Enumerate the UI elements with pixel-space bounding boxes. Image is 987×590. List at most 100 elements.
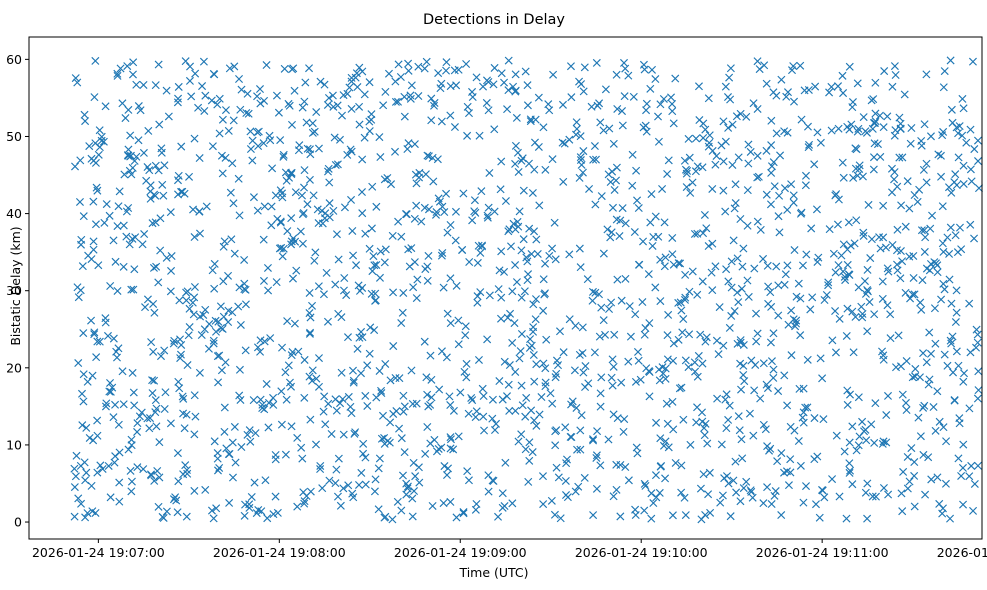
data-point-x-marker — [217, 151, 226, 160]
data-point-x-marker — [843, 260, 852, 269]
data-point-x-marker — [939, 247, 948, 256]
data-point-x-marker — [167, 252, 176, 261]
data-point-x-marker — [818, 486, 827, 495]
data-point-x-marker — [504, 227, 513, 236]
data-point-x-marker — [636, 375, 645, 384]
data-point-x-marker — [772, 262, 781, 271]
data-point-x-marker — [973, 338, 982, 347]
data-point-x-marker — [470, 207, 479, 216]
data-point-x-marker — [105, 387, 114, 396]
data-point-x-marker — [721, 137, 730, 146]
data-point-x-marker — [124, 151, 133, 160]
data-point-x-marker — [895, 113, 904, 122]
data-point-x-marker — [111, 257, 120, 266]
data-point-x-marker — [124, 105, 133, 114]
data-point-x-marker — [854, 124, 863, 133]
data-point-x-marker — [921, 233, 930, 242]
data-point-x-marker — [668, 397, 677, 406]
data-point-x-marker — [922, 178, 931, 187]
data-point-x-marker — [947, 339, 956, 348]
data-point-x-marker — [78, 262, 87, 271]
data-point-x-marker — [494, 512, 503, 521]
data-point-x-marker — [617, 107, 627, 116]
data-point-x-marker — [924, 453, 933, 462]
data-point-x-marker — [415, 478, 424, 487]
data-point-x-marker — [423, 390, 432, 399]
data-point-x-marker — [322, 268, 331, 277]
data-point-x-marker — [835, 314, 844, 323]
data-point-x-marker — [386, 376, 395, 385]
data-point-x-marker — [205, 320, 214, 329]
data-point-x-marker — [790, 97, 799, 106]
data-point-x-marker — [125, 240, 134, 249]
data-point-x-marker — [320, 80, 329, 89]
data-point-x-marker — [323, 317, 332, 326]
data-point-x-marker — [865, 298, 874, 307]
data-point-x-marker — [224, 306, 233, 315]
data-point-x-marker — [413, 275, 422, 284]
data-point-x-marker — [884, 267, 893, 276]
data-point-x-marker — [612, 176, 621, 185]
data-point-x-marker — [185, 323, 194, 332]
data-point-x-marker — [383, 173, 392, 182]
data-point-x-marker — [446, 220, 455, 230]
data-point-x-marker — [596, 402, 605, 411]
data-point-x-marker — [87, 481, 96, 490]
data-point-x-marker — [664, 310, 673, 319]
data-point-x-marker — [79, 329, 88, 338]
data-point-x-marker — [888, 82, 897, 91]
data-point-x-marker — [151, 191, 160, 200]
data-point-x-marker — [530, 227, 539, 236]
data-point-x-marker — [269, 510, 278, 519]
data-point-x-marker — [394, 217, 403, 226]
x-tick-label: 2026-01-24 19:07:00 — [32, 545, 165, 560]
data-point-x-marker — [175, 296, 184, 305]
data-point-x-marker — [854, 393, 863, 402]
data-point-x-marker — [555, 327, 564, 336]
data-point-x-marker — [775, 228, 784, 237]
data-point-x-marker — [738, 262, 747, 271]
data-point-x-marker — [476, 248, 485, 257]
data-point-x-marker — [762, 146, 771, 155]
data-point-x-marker — [839, 89, 848, 98]
data-point-x-marker — [664, 443, 673, 452]
data-point-x-marker — [674, 259, 683, 268]
data-point-x-marker — [927, 475, 936, 484]
data-point-x-marker — [358, 155, 367, 164]
data-point-x-marker — [702, 333, 711, 342]
data-point-x-marker — [180, 424, 189, 433]
data-point-x-marker — [969, 506, 978, 515]
data-point-x-marker — [731, 457, 740, 466]
data-point-x-marker — [801, 171, 810, 180]
data-point-x-marker — [358, 209, 367, 218]
data-point-x-marker — [462, 59, 471, 69]
data-point-x-marker — [279, 152, 288, 161]
data-point-x-marker — [908, 290, 917, 299]
data-point-x-marker — [155, 120, 164, 129]
data-point-x-marker — [490, 63, 499, 72]
data-point-x-marker — [601, 85, 610, 94]
data-point-x-marker — [556, 514, 565, 523]
data-point-x-marker — [613, 104, 622, 113]
data-point-x-marker — [954, 361, 963, 370]
data-point-x-marker — [408, 512, 417, 521]
data-point-x-marker — [332, 465, 341, 474]
data-point-x-marker — [253, 343, 262, 352]
data-point-x-marker — [926, 224, 935, 233]
data-point-x-marker — [497, 157, 506, 166]
data-point-x-marker — [843, 304, 852, 313]
data-point-x-marker — [355, 102, 364, 111]
data-point-x-marker — [250, 478, 259, 487]
data-point-x-marker — [222, 444, 231, 453]
data-point-x-marker — [762, 190, 771, 199]
data-point-x-marker — [433, 155, 442, 164]
data-point-x-marker — [628, 150, 637, 159]
data-point-x-marker — [420, 337, 429, 346]
data-point-x-marker — [190, 391, 199, 400]
data-point-x-marker — [468, 87, 477, 96]
data-point-x-marker — [656, 297, 665, 306]
data-point-x-marker — [195, 154, 204, 163]
data-point-x-marker — [621, 274, 630, 283]
data-point-x-marker — [259, 139, 268, 148]
data-point-x-marker — [803, 403, 812, 412]
